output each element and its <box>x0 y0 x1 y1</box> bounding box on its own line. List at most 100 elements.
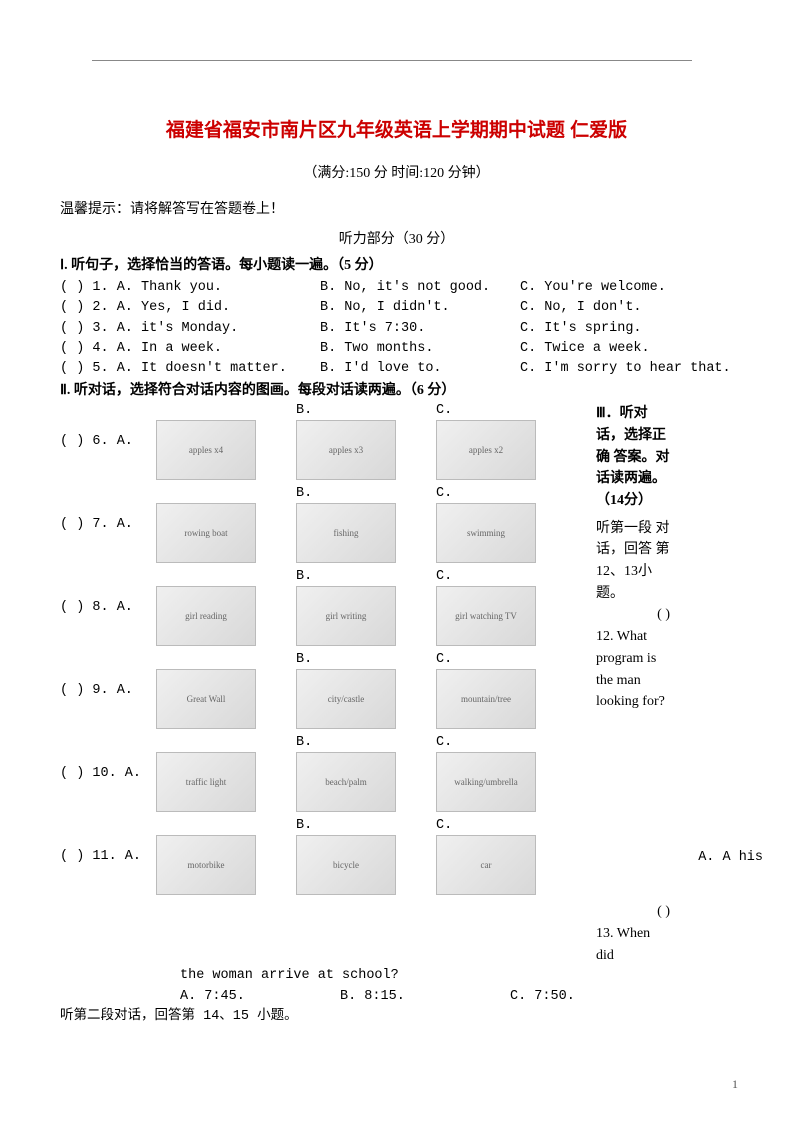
picture-section-wrap: ( ) 6. A..apples x4B.apples x3C.apples x… <box>60 403 733 901</box>
pic-cell: .Great Wall <box>156 652 296 729</box>
pic-cell: .traffic light <box>156 735 296 812</box>
optC: C. I'm sorry to hear that. <box>520 359 733 379</box>
pic-letter: B. <box>296 486 312 501</box>
optA: ( ) 2. A. Yes, I did. <box>60 298 320 318</box>
pic-cell: C. car <box>436 818 576 895</box>
optA: ( ) 4. A. In a week. <box>60 339 320 359</box>
optB: B. No, I didn't. <box>320 298 520 318</box>
optB: B. It's 7:30. <box>320 319 520 339</box>
pic-cell: B. fishing <box>296 486 436 563</box>
pic-cell: B. girl writing <box>296 569 436 646</box>
sec3-q12: 12. What program is the man looking for? <box>596 626 670 713</box>
q13-continuation: the woman arrive at school? A. 7:45. B. … <box>60 966 733 1007</box>
pic-cell: B. apples x3 <box>296 403 436 480</box>
image-placeholder: fishing <box>296 503 396 563</box>
q13-optB: B. 8:15. <box>340 987 510 1007</box>
pic-cell: .girl reading <box>156 569 296 646</box>
sec3-head: Ⅲ．听对话，选择正确 答案。对话读两遍。（14分） <box>596 406 670 508</box>
image-placeholder: apples x3 <box>296 420 396 480</box>
optC: C. It's spring. <box>520 319 733 339</box>
pic-letter: B. <box>296 818 312 833</box>
optC: C. No, I don't. <box>520 298 733 318</box>
pic-q-label: ( ) 8. A. <box>60 600 156 615</box>
pic-q-label: ( ) 10. A. <box>60 766 156 781</box>
pic-cell: .apples x4 <box>156 403 296 480</box>
image-placeholder: apples x2 <box>436 420 536 480</box>
sec1-row: ( ) 5. A. It doesn't matter.B. I'd love … <box>60 359 733 379</box>
pic-letter: B. <box>296 735 312 750</box>
image-placeholder: girl reading <box>156 586 256 646</box>
listening-header: 听力部分（30 分） <box>60 228 733 248</box>
image-placeholder: bicycle <box>296 835 396 895</box>
pic-q-label: ( ) 9. A. <box>60 683 156 698</box>
image-placeholder: car <box>436 835 536 895</box>
optA: ( ) 3. A. it's Monday. <box>60 319 320 339</box>
section2-instr: Ⅱ. 听对话，选择符合对话内容的图画。每段对话读两遍。（6 分） <box>60 379 733 399</box>
pic-letter: C. <box>436 735 452 750</box>
pic-letter: C. <box>436 486 452 501</box>
pic-letter: C. <box>436 403 452 418</box>
optB: B. No, it's not good. <box>320 278 520 298</box>
sec3-paren1: ( ) <box>596 604 670 626</box>
pic-row: ( ) 8. A..girl readingB. girl writing C. gi… <box>60 569 590 646</box>
page-number: 1 <box>732 1077 738 1092</box>
optB: B. Two months. <box>320 339 520 359</box>
optA: ( ) 5. A. It doesn't matter. <box>60 359 320 379</box>
optA: ( ) 1. A. Thank you. <box>60 278 320 298</box>
optC: C. Twice a week. <box>520 339 733 359</box>
image-placeholder: mountain/tree <box>436 669 536 729</box>
top-rule <box>92 60 692 61</box>
pic-cell: B. beach/palm <box>296 735 436 812</box>
q13-follow: the woman arrive at school? <box>60 966 733 987</box>
image-placeholder: Great Wall <box>156 669 256 729</box>
pic-cell: B.city/castle <box>296 652 436 729</box>
pic-row: ( ) 7. A..rowing boatB.fishingC.swimming <box>60 486 590 563</box>
pic-q-label: ( ) 7. A. <box>60 517 156 532</box>
image-placeholder: beach/palm <box>296 752 396 812</box>
sec1-row: ( ) 1. A. Thank you.B. No, it's not good… <box>60 278 733 298</box>
sec1-row: ( ) 3. A. it's Monday.B. It's 7:30.C. It… <box>60 319 733 339</box>
pic-cell: C. apples x2 <box>436 403 576 480</box>
section1-instr: Ⅰ. 听句子，选择恰当的答语。每小题读一遍。（5 分） <box>60 254 733 274</box>
pic-letter: C. <box>436 652 452 667</box>
pic-row: ( ) 6. A..apples x4B. apples x3 C. apples x… <box>60 403 590 480</box>
next-dialog-instr: 听第二段对话，回答第 14、15 小题。 <box>60 1007 733 1028</box>
pic-letter: C. <box>436 569 452 584</box>
image-placeholder: city/castle <box>296 669 396 729</box>
pic-cell: C. swimming <box>436 486 576 563</box>
optB: B. I'd love to. <box>320 359 520 379</box>
pic-q-label: ( ) 11. A. <box>60 849 156 864</box>
sec3-sub1: 听第一段 对话，回答 第12、13小题。 <box>596 518 670 605</box>
optC: C. You're welcome. <box>520 278 733 298</box>
sec1-row: ( ) 2. A. Yes, I did.B. No, I didn't.C. … <box>60 298 733 318</box>
pic-letter: C. <box>436 818 452 833</box>
image-placeholder: walking/umbrella <box>436 752 536 812</box>
pic-letter: B. <box>296 403 312 418</box>
pic-row: ( ) 11. A..motorbikeB.bicycleC.car <box>60 818 590 895</box>
image-placeholder: motorbike <box>156 835 256 895</box>
sec3-right-col-2: ( ) 13. When did <box>590 901 670 966</box>
image-placeholder: girl watching TV <box>436 586 536 646</box>
sec3-q13: 13. When did <box>596 923 670 966</box>
pic-letter: B. <box>296 569 312 584</box>
pic-cell: C. walking/umbrella <box>436 735 576 812</box>
image-placeholder: swimming <box>436 503 536 563</box>
section3-right-column: Ⅲ．听对话，选择正确 答案。对话读两遍。（14分） 听第一段 对话，回答 第12… <box>590 403 670 901</box>
image-placeholder: apples x4 <box>156 420 256 480</box>
after-row11-wrap: ( ) 13. When did <box>60 901 733 966</box>
q13-optC: C. 7:50. <box>510 987 733 1007</box>
picture-rows: ( ) 6. A..apples x4B.apples x3C.apples x… <box>60 403 590 901</box>
q12-optA-fragment: A. A his <box>698 850 763 865</box>
exam-tip: 温馨提示：请将解答写在答题卷上！ <box>60 198 733 218</box>
pic-row: ( ) 10. A..traffic lightB. beach/palm C. wa… <box>60 735 590 812</box>
pic-q-label: ( ) 6. A. <box>60 434 156 449</box>
pic-row: ( ) 9. A..Great WallB.city/castleC. mount… <box>60 652 590 729</box>
sec3-paren2: ( ) <box>596 901 670 923</box>
pic-cell: C. mountain/tree <box>436 652 576 729</box>
image-placeholder: traffic light <box>156 752 256 812</box>
pic-cell: B. bicycle <box>296 818 436 895</box>
q13-optA: A. 7:45. <box>180 987 340 1007</box>
pic-cell: C. girl watching TV <box>436 569 576 646</box>
image-placeholder: girl writing <box>296 586 396 646</box>
image-placeholder: rowing boat <box>156 503 256 563</box>
